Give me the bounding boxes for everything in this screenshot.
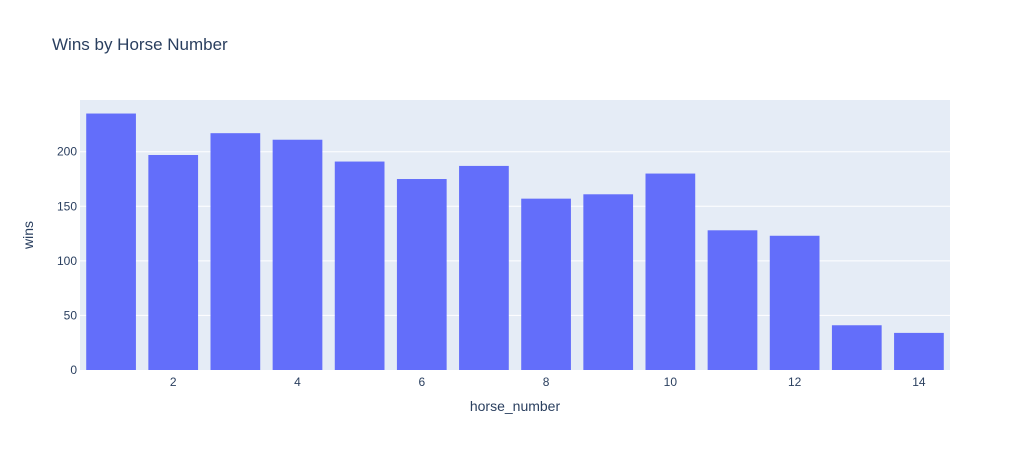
x-tick-label: 14 [912,375,926,389]
bar-horse-11[interactable] [707,230,758,370]
x-tick-label: 2 [170,375,177,389]
bars [86,113,944,370]
y-tick-label: 100 [57,254,77,268]
bar-horse-4[interactable] [272,139,323,370]
bar-horse-2[interactable] [148,155,199,370]
y-tick-label: 200 [57,145,77,159]
bar-horse-10[interactable] [645,173,696,370]
y-tick-label: 50 [64,308,78,322]
bar-horse-8[interactable] [521,198,571,370]
x-tick-label: 8 [543,375,550,389]
bar-horse-1[interactable] [86,113,136,370]
x-tick-label: 10 [664,375,678,389]
x-tick-label: 12 [788,375,802,389]
y-tick-label: 150 [57,199,77,213]
chart-title: Wins by Horse Number [52,35,228,54]
bar-horse-6[interactable] [396,179,447,370]
bar-horse-14[interactable] [894,332,944,370]
x-tick-label: 4 [294,375,301,389]
x-axis-title: horse_number [470,398,561,414]
x-tick-label: 6 [418,375,425,389]
x-axis-ticks: 2 4 6 8 10 12 14 [170,375,926,389]
bar-horse-12[interactable] [769,235,820,370]
y-axis-ticks: 0 50 100 150 200 [57,145,77,377]
bar-horse-7[interactable] [459,165,509,370]
bar-horse-5[interactable] [334,161,385,370]
y-axis-title: wins [20,221,36,250]
bar-horse-9[interactable] [583,194,634,370]
bar-horse-3[interactable] [210,133,261,370]
bar-horse-13[interactable] [831,325,882,370]
y-tick-label: 0 [70,363,77,377]
